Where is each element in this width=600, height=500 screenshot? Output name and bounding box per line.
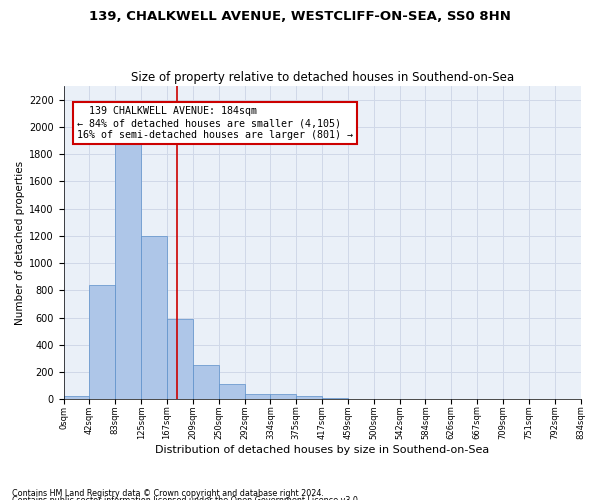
Text: 139, CHALKWELL AVENUE, WESTCLIFF-ON-SEA, SS0 8HN: 139, CHALKWELL AVENUE, WESTCLIFF-ON-SEA,… bbox=[89, 10, 511, 23]
Bar bbox=[193, 365, 218, 399]
Bar bbox=[296, 396, 322, 399]
Bar bbox=[89, 285, 115, 399]
Text: Contains HM Land Registry data © Crown copyright and database right 2024.: Contains HM Land Registry data © Crown c… bbox=[12, 488, 324, 498]
Title: Size of property relative to detached houses in Southend-on-Sea: Size of property relative to detached ho… bbox=[131, 70, 514, 84]
Y-axis label: Number of detached properties: Number of detached properties bbox=[15, 160, 25, 324]
Bar bbox=[141, 236, 167, 399]
Bar bbox=[115, 134, 141, 399]
Bar bbox=[167, 319, 193, 399]
Bar bbox=[322, 398, 348, 399]
Bar bbox=[245, 394, 271, 399]
Bar bbox=[218, 384, 245, 399]
Bar bbox=[64, 396, 89, 399]
Text: Contains public sector information licensed under the Open Government Licence v3: Contains public sector information licen… bbox=[12, 496, 361, 500]
Text: 139 CHALKWELL AVENUE: 184sqm
← 84% of detached houses are smaller (4,105)
16% of: 139 CHALKWELL AVENUE: 184sqm ← 84% of de… bbox=[77, 106, 353, 140]
X-axis label: Distribution of detached houses by size in Southend-on-Sea: Distribution of detached houses by size … bbox=[155, 445, 489, 455]
Bar bbox=[271, 394, 296, 399]
